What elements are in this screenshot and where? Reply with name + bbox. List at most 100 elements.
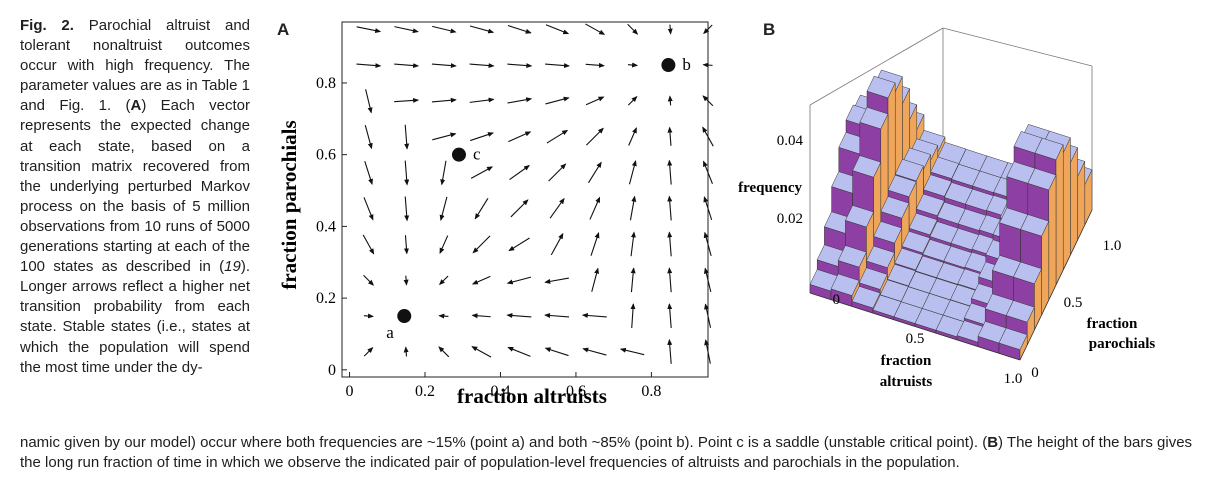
vector-arrow	[585, 62, 605, 68]
vector-arrow	[469, 63, 495, 69]
vector-arrow	[667, 231, 673, 257]
vector-arrow	[364, 125, 373, 150]
vector-arrow	[703, 160, 713, 184]
x-tick-label: 0.8	[641, 383, 661, 400]
vector-arrow	[585, 23, 606, 35]
vector-arrow	[438, 275, 449, 286]
y-axis-label: fraction parochials	[277, 120, 301, 289]
caption-bottom-text-2: ) The height of the bars gives the long …	[20, 434, 1193, 471]
vector-arrow	[550, 232, 564, 256]
vector-arrow	[365, 89, 373, 114]
x-tick-label: 0.2	[415, 383, 435, 400]
vector-arrow	[508, 237, 530, 252]
bar-face-top	[873, 221, 903, 244]
vector-arrow	[630, 303, 636, 329]
vector-arrow	[432, 25, 457, 34]
vector-arrow	[363, 274, 375, 286]
x-axis-label-line2: altruists	[880, 374, 933, 390]
vector-arrow	[589, 196, 601, 220]
vector-arrow	[363, 346, 374, 357]
vector-arrow	[509, 165, 530, 181]
caption-bottom-text-1: namic given by our model) occur where bo…	[20, 434, 988, 451]
y-tick-label: 0	[328, 362, 336, 379]
caption-ref-19: 19	[224, 258, 241, 276]
vector-arrow	[627, 62, 639, 68]
bar-face-top	[859, 106, 889, 130]
bar-face-side	[1070, 147, 1078, 256]
vector-arrow	[545, 63, 571, 69]
vector-arrow	[471, 346, 492, 358]
y-tick-label: 0.6	[316, 147, 336, 164]
bar-face-top	[887, 174, 917, 198]
vector-arrow	[590, 231, 600, 256]
vector-arrow	[404, 196, 410, 222]
bar-face-top	[845, 205, 874, 228]
y-tick-label: 0.2	[316, 290, 336, 307]
vector-arrow	[403, 275, 409, 286]
vector-arrow	[627, 95, 638, 106]
vector-arrow	[702, 126, 714, 147]
bar-face-top	[1005, 300, 1035, 323]
bar-face-side	[1062, 137, 1071, 271]
x-axis-label: fraction altruists	[457, 384, 607, 408]
bar-face-top	[894, 247, 924, 271]
vector-arrow	[363, 313, 374, 319]
figure-caption: Fig. 2. Parochial altruist and tolerant …	[20, 16, 250, 378]
vector-arrow	[363, 197, 374, 221]
bar-face-top	[923, 174, 952, 197]
critical-point-b	[661, 58, 676, 73]
z-tick-002: 0.02	[777, 211, 803, 227]
vector-arrow	[356, 26, 382, 33]
vector-arrow	[471, 275, 491, 285]
bar-face-top	[915, 193, 945, 216]
bar-face-top	[852, 155, 882, 178]
vector-arrow	[667, 95, 673, 106]
vector-arrow	[403, 346, 409, 357]
bar-face-top	[1020, 214, 1050, 237]
vector-arrow	[404, 160, 410, 186]
vector-arrow	[628, 127, 637, 146]
caption-panel-a-ref: A	[130, 97, 142, 115]
vector-arrow	[667, 338, 673, 364]
bar3d-plot: 0.04 0.02 0 frequency 0.5 1.0 fraction a…	[738, 27, 1155, 390]
bar-face-top	[894, 158, 924, 182]
point-label-b: b	[682, 55, 691, 74]
vector-arrow	[667, 126, 673, 146]
vector-arrow	[544, 277, 569, 284]
figure-label: Fig. 2.	[20, 17, 74, 34]
vector-arrow	[507, 97, 533, 104]
vector-arrow	[431, 97, 457, 103]
vector-arrow	[629, 195, 637, 221]
vector-arrow	[545, 24, 570, 35]
vector-arrow	[432, 132, 457, 141]
bar-face-top	[1034, 137, 1064, 161]
figure-caption-continued: namic given by our model) occur where bo…	[20, 433, 1200, 473]
y-tick-0: 0	[1031, 365, 1039, 381]
vector-arrow	[703, 267, 712, 292]
vector-arrow	[628, 160, 637, 185]
vector-arrow	[549, 197, 565, 219]
caption-text-1: Parochial altruist and tolerant nonaltru…	[20, 17, 251, 115]
vector-arrow	[667, 267, 673, 293]
vector-arrow	[703, 196, 713, 221]
bar-face-top	[866, 75, 896, 99]
vector-arrow	[356, 63, 382, 69]
bar-face-top	[1027, 167, 1057, 191]
vector-arrow	[544, 313, 570, 318]
vector-arrow	[506, 276, 532, 285]
vector-arrow	[440, 160, 447, 186]
x-tick-label: 0	[346, 383, 354, 400]
bar-face-top	[830, 273, 860, 296]
z-tick-0: 0	[833, 292, 841, 308]
vector-arrow	[508, 131, 532, 143]
vector-arrow	[404, 124, 410, 150]
caption-panel-b-ref: B	[987, 434, 999, 451]
vector-arrow	[394, 26, 419, 34]
vector-arrow	[703, 24, 713, 35]
vector-arrow	[438, 313, 449, 319]
vector-arrow	[507, 63, 533, 69]
vector-arrow	[506, 313, 532, 318]
vector-arrow	[546, 129, 569, 144]
vector-arrow	[704, 303, 712, 328]
vector-arrow	[581, 313, 607, 318]
